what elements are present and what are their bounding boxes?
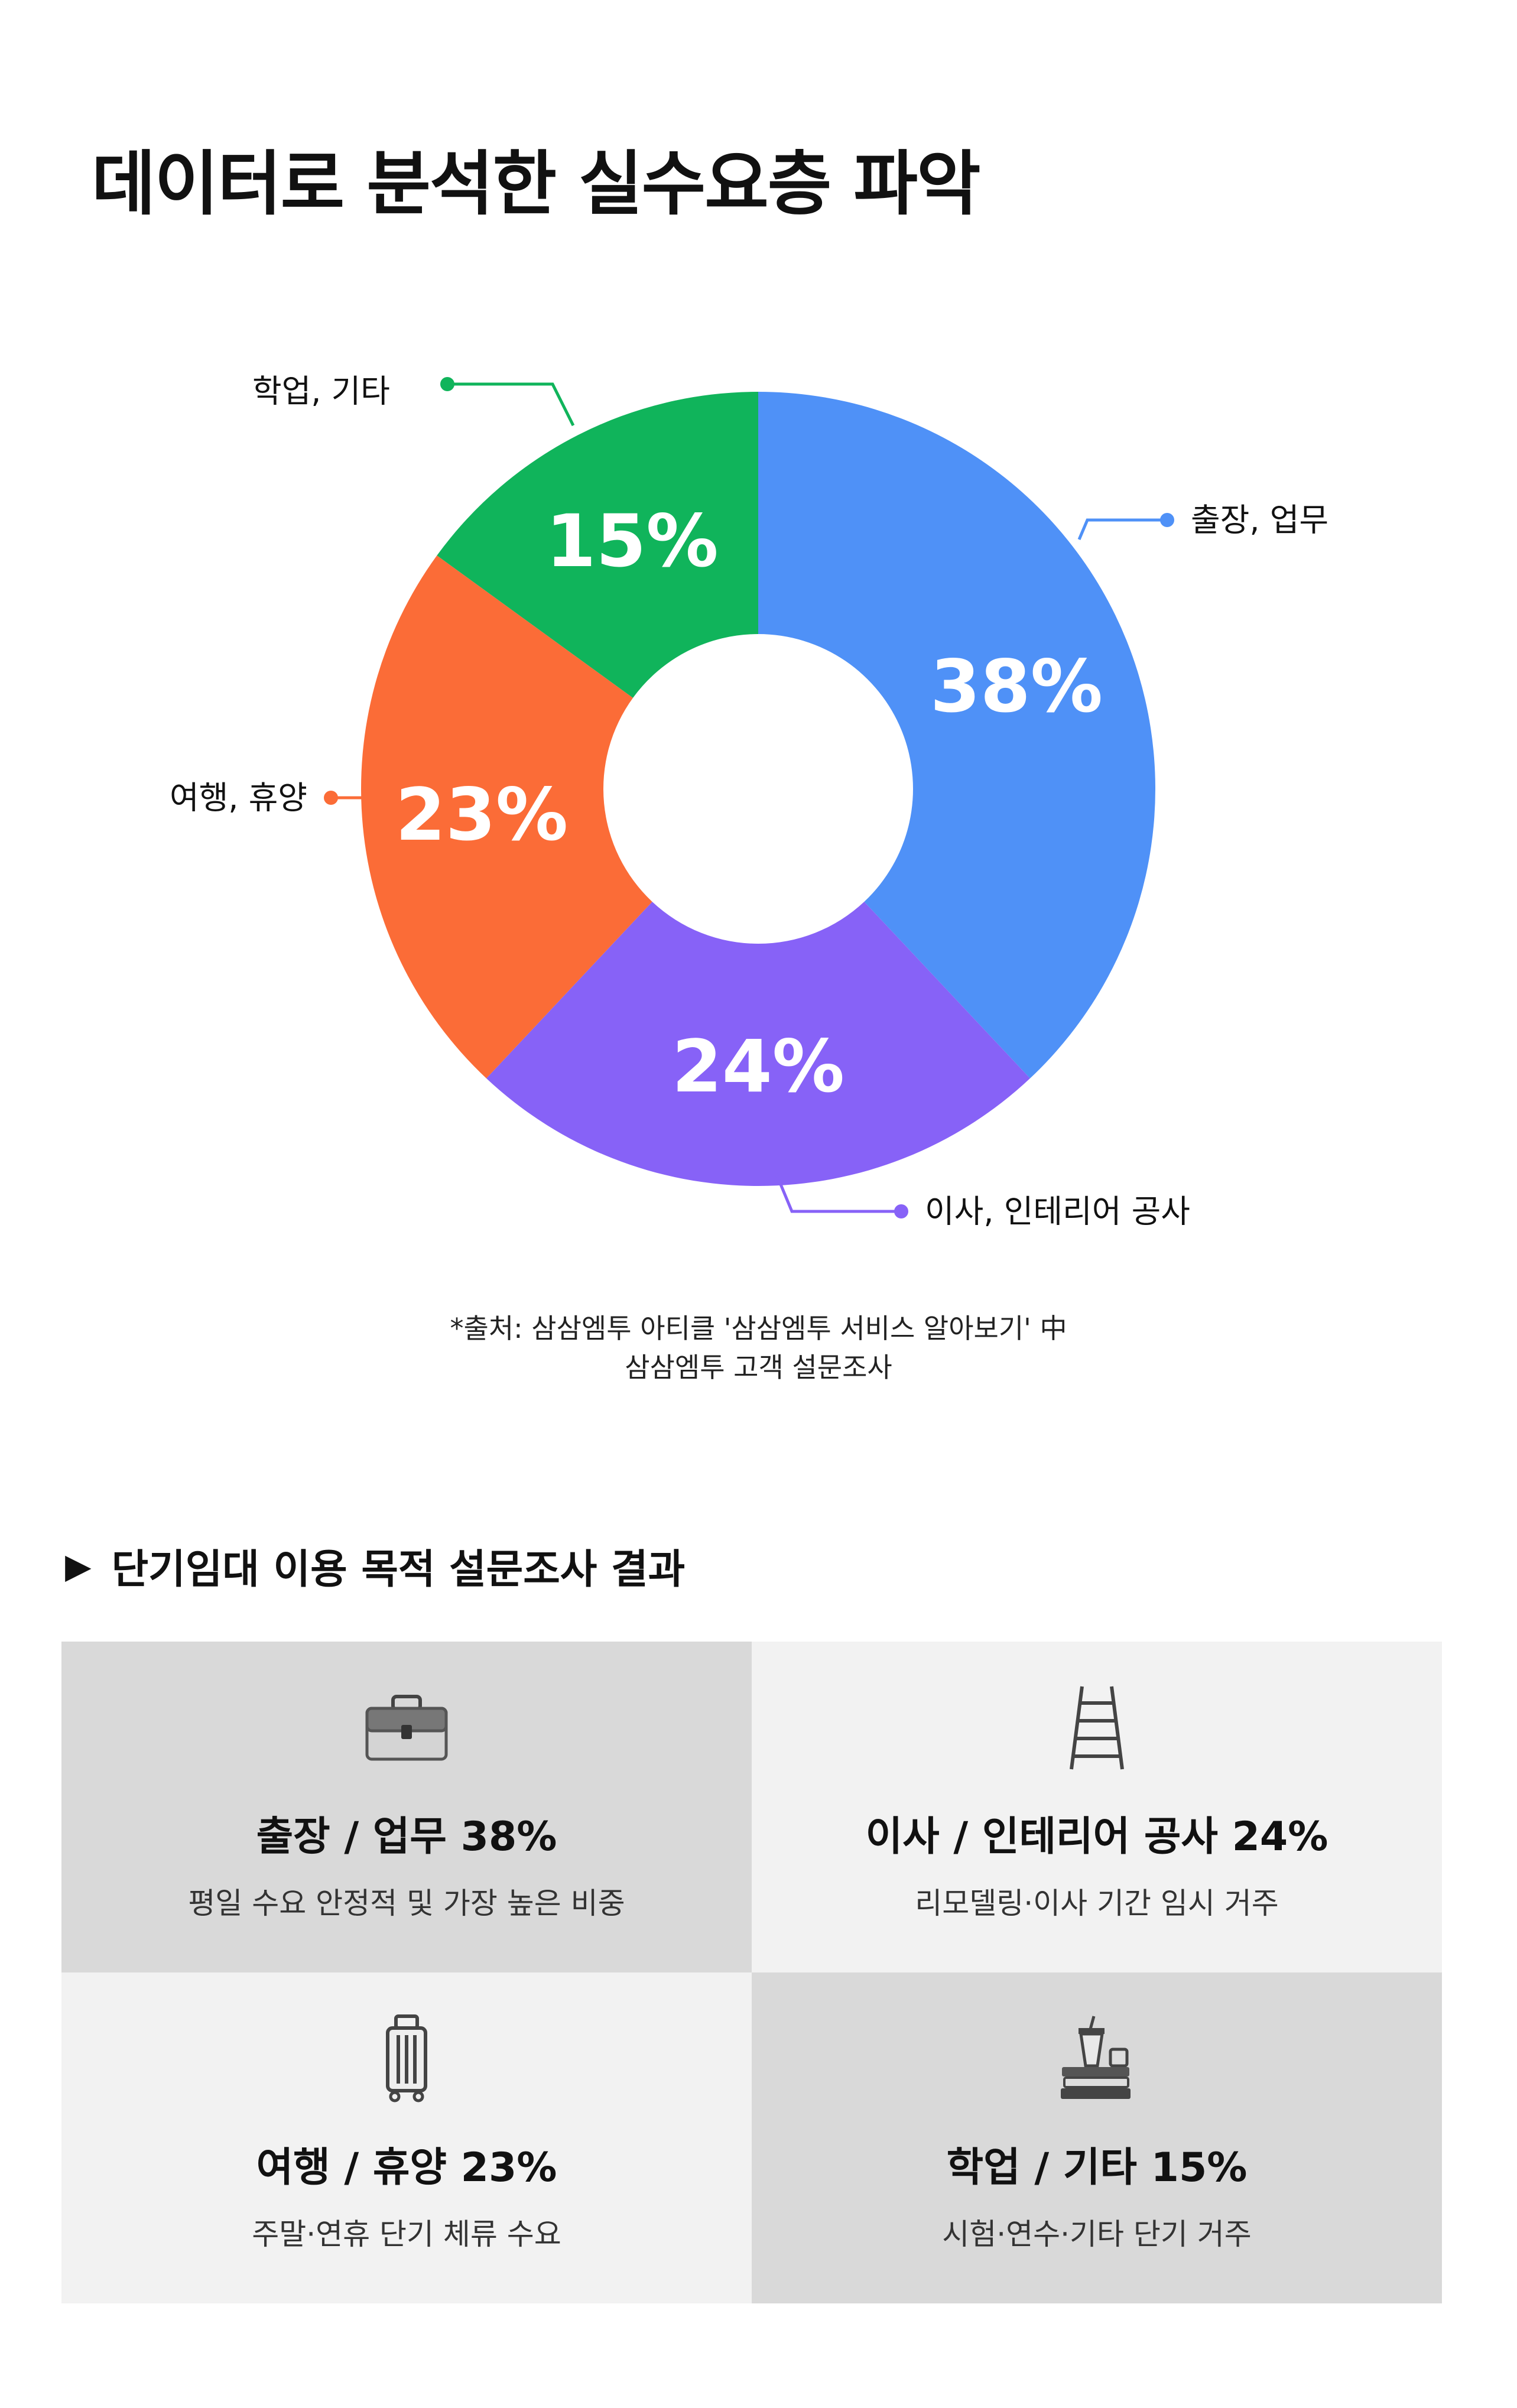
suitcase-icon bbox=[362, 2014, 451, 2102]
card-desc: 주말·연휴 단기 체류 수요 bbox=[252, 2217, 561, 2251]
callout-line bbox=[1077, 518, 1167, 540]
card-title: 이사 / 인테리어 공사 24% bbox=[865, 1814, 1328, 1860]
briefcase-icon bbox=[362, 1689, 451, 1766]
slice-value-label: 24% bbox=[672, 1025, 844, 1109]
slice-3 bbox=[437, 392, 758, 698]
section-title: ▶ 단기임대 이용 목적 설문조사 결과 bbox=[65, 1536, 685, 1595]
slice-0 bbox=[758, 392, 1156, 1078]
card-title: 여행 / 휴양 23% bbox=[256, 2144, 557, 2191]
source-note: *출처: 삼삼엠투 아티클 '삼삼엠투 서비스 알아보기' 中 삼삼엠투 고객 … bbox=[0, 1309, 1517, 1387]
source-line-1: *출처: 삼삼엠투 아티클 '삼삼엠투 서비스 알아보기' 中 bbox=[450, 1312, 1067, 1344]
callout-dot bbox=[324, 791, 338, 805]
card-desc: 평일 수요 안정적 및 가장 높은 비중 bbox=[188, 1886, 625, 1920]
slice-value-label: 15% bbox=[546, 499, 719, 583]
card-title: 출장 / 업무 38% bbox=[256, 1814, 557, 1860]
slice-value-label: 23% bbox=[395, 773, 568, 857]
section-title-text: 단기임대 이용 목적 설문조사 결과 bbox=[111, 1546, 686, 1593]
card-travel: 여행 / 휴양 23% 주말·연휴 단기 체류 수요 bbox=[61, 1972, 752, 2303]
slice-2 bbox=[361, 555, 652, 1078]
callout-label: 이사, 인테리어 공사 bbox=[925, 1193, 1190, 1230]
callout-dot bbox=[440, 377, 454, 391]
source-line-2: 삼삼엠투 고객 설문조사 bbox=[625, 1351, 892, 1383]
card-title: 학업 / 기타 15% bbox=[946, 2144, 1248, 2191]
callout-label: 학업, 기타 bbox=[252, 373, 390, 410]
callout-label: 여행, 휴양 bbox=[170, 779, 307, 817]
card-study: 학업 / 기타 15% 시험·연수·기타 단기 거주 bbox=[752, 1972, 1442, 2303]
card-moving: 이사 / 인테리어 공사 24% 리모델링·이사 기간 임시 거주 bbox=[752, 1642, 1442, 1972]
card-desc: 시험·연수·기타 단기 거주 bbox=[942, 2217, 1252, 2251]
callout-label: 출장, 업무 bbox=[1191, 502, 1328, 539]
result-grid: 출장 / 업무 38% 평일 수요 안정적 및 가장 높은 비중 이사 / 인테… bbox=[61, 1642, 1442, 2303]
slice-value-label: 38% bbox=[930, 645, 1103, 729]
callout-line bbox=[447, 382, 575, 427]
callout-line bbox=[774, 1172, 901, 1213]
play-triangle-icon: ▶ bbox=[65, 1545, 92, 1586]
callout-dot bbox=[1160, 513, 1174, 527]
books-coffee-icon bbox=[1053, 2016, 1141, 2099]
slice-1 bbox=[486, 901, 1031, 1186]
callout-dot bbox=[894, 1204, 908, 1218]
card-desc: 리모델링·이사 기간 임시 거주 bbox=[915, 1886, 1279, 1920]
page-title: 데이터로 분석한 실수요층 파악 bbox=[92, 143, 981, 225]
card-business: 출장 / 업무 38% 평일 수요 안정적 및 가장 높은 비중 bbox=[61, 1642, 752, 1972]
ladder-icon bbox=[1053, 1686, 1141, 1770]
